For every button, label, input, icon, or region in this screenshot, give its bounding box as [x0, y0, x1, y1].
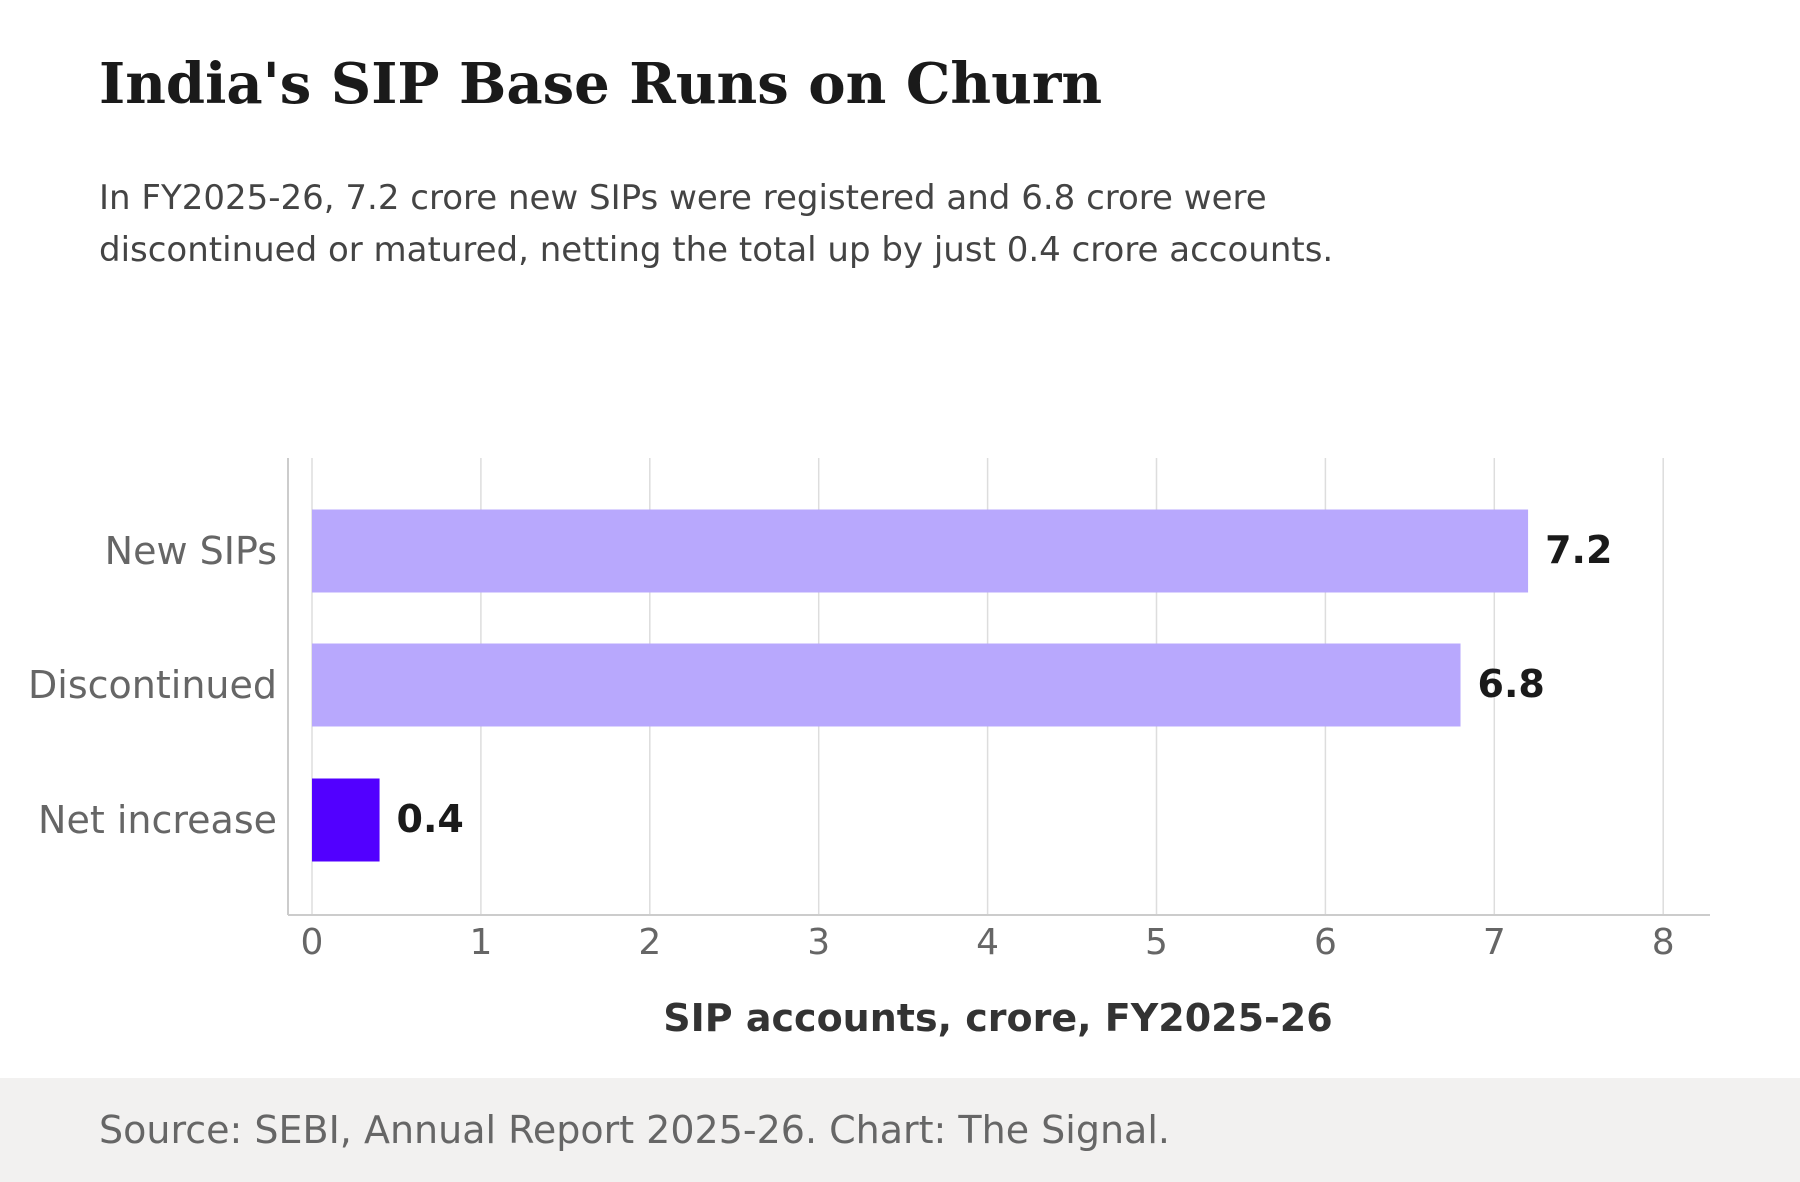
value-label-2: 0.4: [397, 797, 464, 841]
x-tick-label-7: 7: [1483, 922, 1506, 963]
bar-2: [312, 778, 380, 862]
source-note: Source: SEBI, Annual Report 2025-26. Cha…: [99, 1108, 1170, 1152]
chart-title: India's SIP Base Runs on Churn: [99, 51, 1103, 117]
category-label-2: Net increase: [38, 798, 277, 842]
value-label-0: 7.2: [1545, 528, 1612, 572]
bar-chart: 7.2 6.8 0.4 New SIPs Discontinued Net increa…: [28, 458, 1710, 1040]
bar-1: [312, 643, 1461, 727]
x-tick-label-3: 3: [807, 922, 830, 963]
x-tick-label-8: 8: [1652, 922, 1675, 963]
x-tick-label-0: 0: [301, 922, 324, 963]
x-tick-label-2: 2: [638, 922, 661, 963]
category-label-1: Discontinued: [28, 663, 277, 707]
x-tick-label-6: 6: [1314, 922, 1337, 963]
x-tick-label-5: 5: [1145, 922, 1168, 963]
category-label-0: New SIPs: [105, 529, 277, 573]
x-axis-label: SIP accounts, crore, FY2025-26: [663, 996, 1332, 1040]
x-tick-label-4: 4: [976, 922, 999, 963]
x-tick-label-1: 1: [469, 922, 492, 963]
value-label-1: 6.8: [1478, 662, 1545, 706]
footer: Source: SEBI, Annual Report 2025-26. Cha…: [0, 1078, 1800, 1182]
axes: [287, 458, 1710, 916]
x-tick-labels: 0 1 2 3 4 5 6 7 8: [301, 922, 1675, 963]
category-labels: New SIPs Discontinued Net increase: [28, 529, 277, 842]
value-labels: 7.2 6.8 0.4: [397, 528, 1613, 841]
bars: [312, 509, 1529, 862]
chart-subtitle: In FY2025-26, 7.2 crore new SIPs were re…: [99, 178, 1334, 270]
bar-0: [312, 509, 1529, 593]
